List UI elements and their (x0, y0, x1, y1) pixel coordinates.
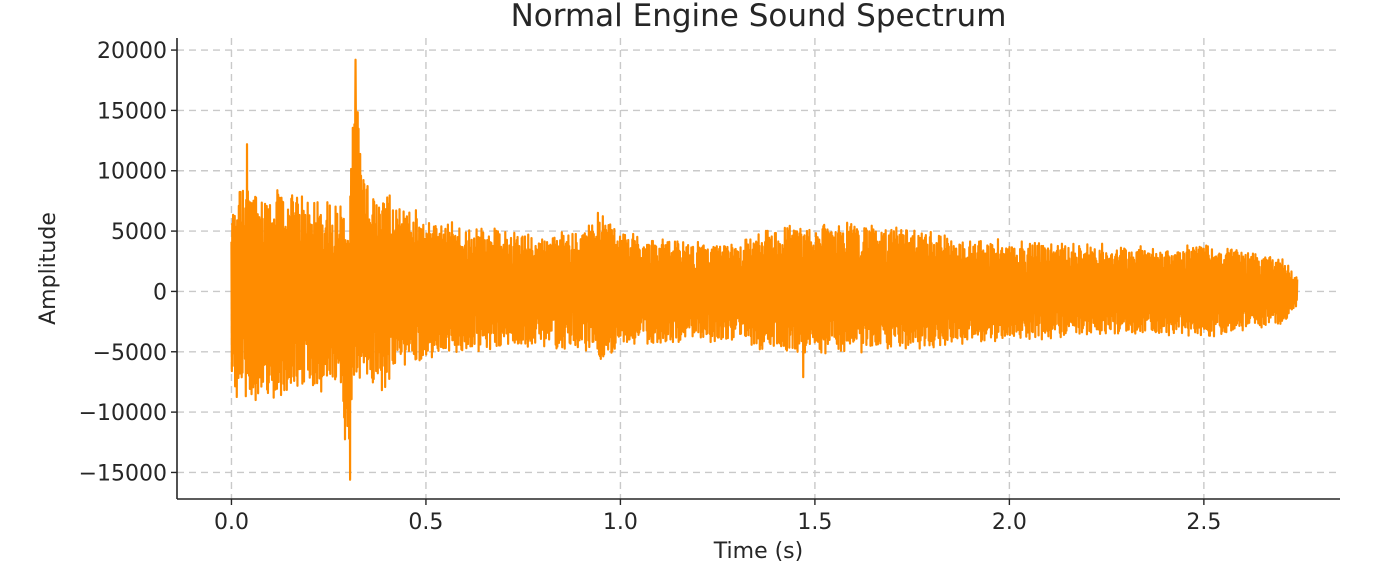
axes (176, 38, 1340, 500)
x-tick-label: 0.0 (214, 510, 249, 535)
x-tick-label: 2.5 (1186, 510, 1221, 535)
x-tick-label: 1.0 (603, 510, 638, 535)
y-tick-label: 0 (153, 280, 167, 305)
series-layer (230, 58, 1299, 481)
x-axis-label: Time (s) (713, 539, 803, 564)
y-tick-label: −5000 (93, 341, 167, 366)
y-tick-label: 20000 (97, 39, 167, 64)
chart-title: Normal Engine Sound Spectrum (511, 0, 1007, 34)
y-tick-label: 10000 (97, 160, 167, 185)
tick-labels: 0.0 0.5 1.0 1.5 2.0 2.5 −15000 −10000 −5000 0 5000… (79, 39, 1222, 535)
x-tick-label: 0.5 (408, 510, 443, 535)
x-tick-label: 1.5 (797, 510, 832, 535)
waveform-series-line (230, 58, 1299, 481)
y-tick-label: 5000 (111, 220, 167, 245)
y-axis-label: Amplitude (36, 212, 61, 325)
y-tick-label: −15000 (79, 461, 167, 486)
y-tick-label: −10000 (79, 401, 167, 426)
x-tick-label: 2.0 (992, 510, 1027, 535)
y-tick-label: 15000 (97, 99, 167, 124)
